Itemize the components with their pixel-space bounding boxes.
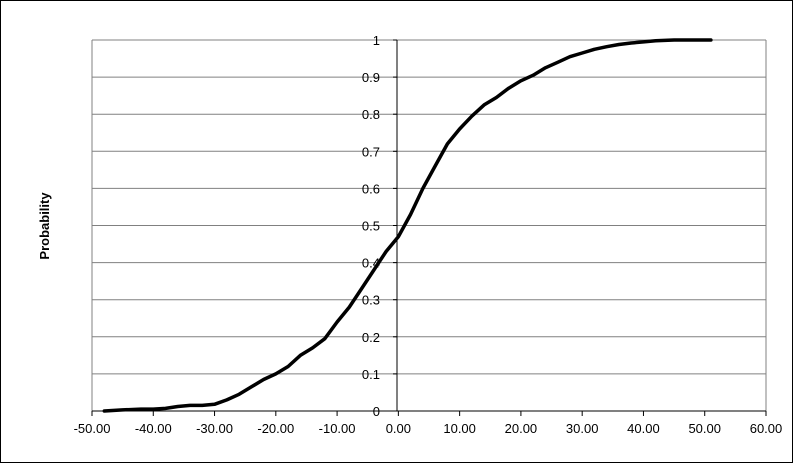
y-tick-label: 0.3 bbox=[362, 293, 380, 308]
y-tick-label: 0.5 bbox=[362, 219, 380, 234]
x-tick-label: -50.00 bbox=[74, 421, 111, 436]
y-tick-label: 0.7 bbox=[362, 144, 380, 159]
x-tick-label: -40.00 bbox=[135, 421, 172, 436]
x-tick-label: 20.00 bbox=[505, 421, 538, 436]
x-tick-label: -30.00 bbox=[196, 421, 233, 436]
x-tick-label: 50.00 bbox=[688, 421, 721, 436]
x-tick-labels: -50.00 -40.00 -30.00 -20.00 -10.00 0.00 10.00 2… bbox=[74, 421, 783, 436]
y-tick-label: 1 bbox=[373, 33, 380, 48]
y-tick-label: 0.8 bbox=[362, 107, 380, 122]
y-tick-label: 0.4 bbox=[362, 256, 380, 271]
y-tick-label: 0.1 bbox=[362, 367, 380, 382]
y-tick-label: 0.9 bbox=[362, 70, 380, 85]
x-tick-label: 30.00 bbox=[566, 421, 599, 436]
x-tick-label: -20.00 bbox=[257, 421, 294, 436]
series-layer bbox=[102, 38, 713, 413]
x-tick-label: -10.00 bbox=[319, 421, 356, 436]
y-tick-label: 0.2 bbox=[362, 330, 380, 345]
gridlines bbox=[92, 39, 766, 375]
x-tick-label: 0.00 bbox=[386, 421, 411, 436]
y-axis-title: Probability bbox=[37, 192, 52, 260]
axes bbox=[91, 39, 767, 416]
x-tick-label: 10.00 bbox=[443, 421, 476, 436]
x-tick-label: 40.00 bbox=[627, 421, 660, 436]
y-tick-labels: 0 0.1 0.2 0.3 0.4 0.5 0.6 0.7 0.8 0.9 1 bbox=[362, 33, 380, 419]
x-tick-label: 60.00 bbox=[750, 421, 783, 436]
y-tick-label: 0.6 bbox=[362, 181, 380, 196]
y-tick-label: 0 bbox=[373, 404, 380, 419]
cumulative-probability-line bbox=[102, 38, 713, 413]
